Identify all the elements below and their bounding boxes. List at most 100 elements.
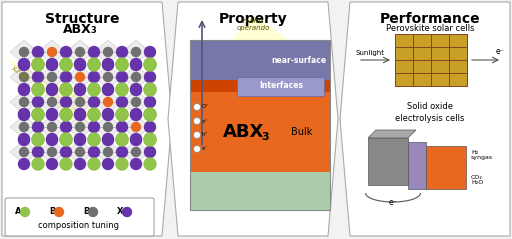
Circle shape	[32, 147, 44, 158]
Circle shape	[60, 71, 72, 82]
Circle shape	[60, 58, 72, 70]
Circle shape	[32, 84, 44, 96]
Circle shape	[117, 71, 127, 82]
Circle shape	[32, 83, 44, 95]
Polygon shape	[122, 65, 150, 89]
Text: ABX: ABX	[223, 123, 264, 141]
Circle shape	[132, 98, 140, 107]
Polygon shape	[38, 115, 66, 139]
Circle shape	[19, 72, 29, 81]
Circle shape	[75, 48, 84, 56]
Circle shape	[116, 158, 128, 170]
FancyBboxPatch shape	[238, 77, 325, 97]
Circle shape	[47, 109, 57, 120]
Text: Solid oxide
electrolysis cells: Solid oxide electrolysis cells	[395, 102, 465, 123]
Circle shape	[32, 134, 44, 146]
Bar	[426, 146, 466, 189]
Text: O°: O°	[202, 104, 209, 109]
Circle shape	[103, 123, 113, 131]
Text: Property: Property	[219, 12, 287, 26]
Bar	[395, 34, 467, 86]
Circle shape	[102, 158, 114, 169]
Bar	[190, 40, 330, 80]
Circle shape	[194, 131, 201, 138]
Circle shape	[144, 58, 156, 70]
Circle shape	[20, 207, 30, 217]
Circle shape	[102, 135, 114, 146]
Text: near-surface: near-surface	[271, 55, 326, 65]
FancyBboxPatch shape	[5, 198, 154, 236]
Circle shape	[117, 47, 127, 58]
Circle shape	[32, 121, 44, 132]
Circle shape	[88, 58, 100, 70]
Circle shape	[117, 121, 127, 132]
Circle shape	[144, 158, 156, 170]
Circle shape	[47, 59, 57, 70]
Polygon shape	[10, 115, 38, 139]
Circle shape	[131, 83, 141, 94]
Polygon shape	[38, 40, 66, 64]
Circle shape	[18, 60, 30, 71]
Text: e⁻: e⁻	[389, 198, 397, 207]
Circle shape	[89, 121, 99, 132]
Circle shape	[75, 83, 86, 94]
Circle shape	[75, 158, 86, 169]
Circle shape	[75, 98, 84, 107]
Circle shape	[131, 134, 141, 145]
Circle shape	[60, 133, 72, 145]
Circle shape	[89, 147, 99, 158]
Circle shape	[18, 83, 30, 94]
Circle shape	[60, 97, 72, 108]
Circle shape	[144, 134, 156, 146]
Circle shape	[75, 109, 86, 120]
Circle shape	[131, 135, 141, 146]
Circle shape	[18, 109, 30, 120]
Circle shape	[144, 147, 156, 158]
Circle shape	[88, 158, 100, 170]
Circle shape	[75, 123, 84, 131]
Polygon shape	[94, 115, 122, 139]
Circle shape	[194, 146, 201, 152]
Polygon shape	[168, 2, 338, 236]
Circle shape	[60, 158, 72, 170]
Circle shape	[131, 158, 141, 169]
Circle shape	[102, 60, 114, 71]
Polygon shape	[122, 90, 150, 114]
Circle shape	[102, 134, 114, 145]
Circle shape	[89, 97, 99, 108]
Circle shape	[32, 71, 44, 82]
Polygon shape	[122, 140, 150, 164]
Circle shape	[131, 85, 141, 96]
Circle shape	[89, 71, 99, 82]
Circle shape	[32, 59, 44, 71]
Polygon shape	[38, 90, 66, 114]
Circle shape	[132, 72, 140, 81]
Circle shape	[18, 135, 30, 146]
Text: B: B	[49, 207, 55, 217]
Circle shape	[47, 60, 57, 71]
Circle shape	[75, 147, 84, 157]
Text: Interfaces: Interfaces	[259, 81, 303, 91]
Polygon shape	[340, 2, 510, 236]
Text: CO₂
H₂O: CO₂ H₂O	[471, 175, 483, 185]
Circle shape	[102, 83, 114, 94]
Circle shape	[60, 134, 72, 146]
Polygon shape	[66, 115, 94, 139]
Circle shape	[32, 158, 44, 170]
Circle shape	[47, 134, 57, 145]
Circle shape	[48, 98, 56, 107]
Polygon shape	[10, 40, 38, 64]
Text: Bulk: Bulk	[291, 127, 313, 137]
Polygon shape	[94, 90, 122, 114]
Circle shape	[47, 85, 57, 96]
Polygon shape	[10, 140, 38, 164]
Circle shape	[18, 134, 30, 145]
Circle shape	[88, 133, 100, 145]
Polygon shape	[2, 2, 172, 236]
Circle shape	[75, 134, 86, 145]
Circle shape	[117, 97, 127, 108]
Polygon shape	[94, 40, 122, 64]
Text: H₂
syngas: H₂ syngas	[471, 150, 493, 160]
Circle shape	[116, 59, 128, 71]
Polygon shape	[66, 40, 94, 64]
